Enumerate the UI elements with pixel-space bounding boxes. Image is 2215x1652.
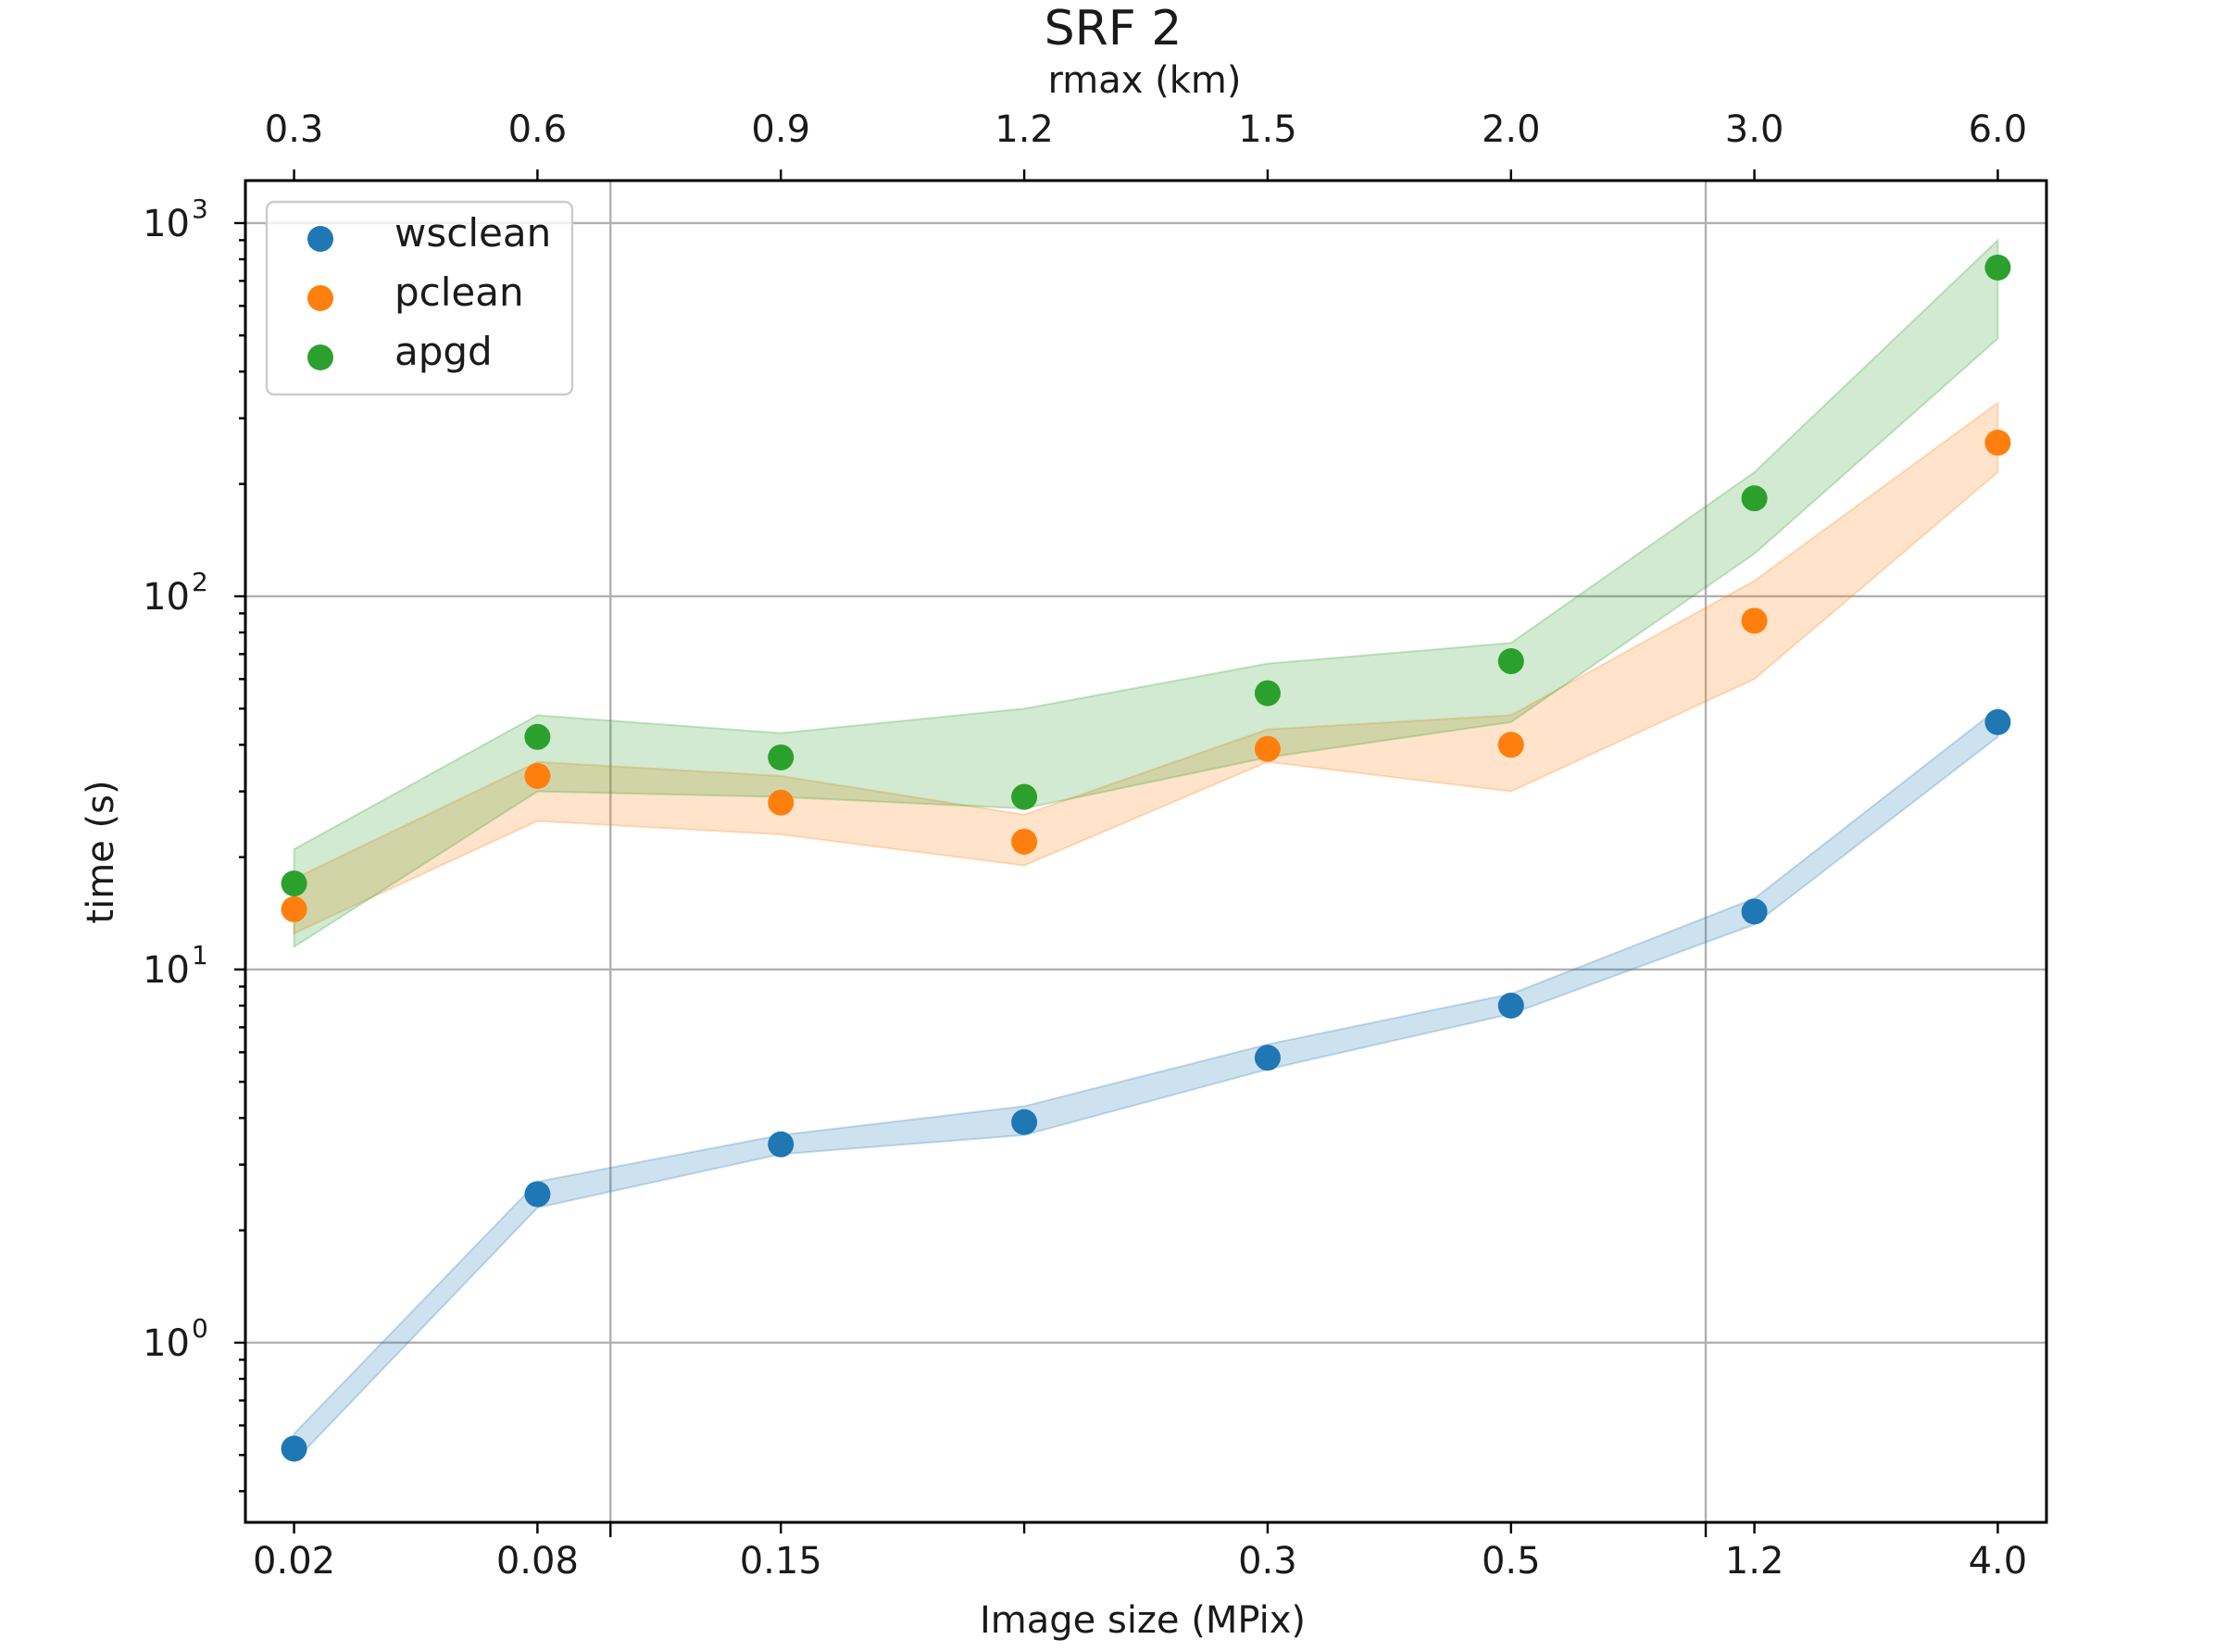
top-x-tick-label: 6.0: [1969, 108, 2028, 151]
top-x-tick-label: 0.3: [265, 108, 324, 151]
point-wsclean: [1011, 1108, 1038, 1135]
point-pclean: [281, 895, 307, 922]
y-tick-label: 10: [143, 576, 190, 619]
legend-marker-apgd: [307, 344, 333, 370]
point-apgd: [1984, 254, 2011, 281]
x-tick-label: 4.0: [1969, 1540, 2028, 1583]
point-wsclean: [768, 1131, 795, 1158]
point-pclean: [1254, 735, 1281, 762]
point-wsclean: [1984, 708, 2011, 735]
x-tick-label: 0.5: [1482, 1540, 1541, 1583]
point-pclean: [1497, 732, 1524, 758]
legend-label-apgd: apgd: [394, 329, 493, 374]
plot-frame: [244, 179, 2048, 1524]
top-x-tick-label: 3.0: [1725, 108, 1784, 151]
legend: wsclean pclean apgd: [265, 200, 574, 396]
top-x-tick-label: 1.5: [1238, 108, 1297, 151]
point-wsclean: [281, 1435, 307, 1462]
top-x-tick-label: 2.0: [1482, 108, 1541, 151]
y-tick-exponent: 0: [192, 1313, 208, 1344]
point-apgd: [281, 870, 307, 897]
y-tick-exponent: 2: [192, 567, 208, 597]
point-pclean: [1984, 430, 2011, 457]
legend-marker-wsclean: [307, 226, 333, 252]
top-x-axis-label: rmax (km): [1048, 59, 1242, 102]
point-apgd: [768, 744, 795, 770]
legend-box: [265, 200, 574, 396]
top-x-tick-label: 1.2: [995, 108, 1054, 151]
point-wsclean: [524, 1181, 551, 1208]
point-pclean: [524, 762, 551, 789]
point-apgd: [1497, 648, 1524, 675]
point-apgd: [1254, 680, 1281, 707]
band-apgd: [293, 238, 1999, 949]
point-pclean: [768, 789, 795, 816]
top-x-tick-label: 0.6: [508, 108, 568, 151]
y-axis-label: time (s): [80, 780, 122, 923]
x-tick-label: 0.15: [740, 1540, 822, 1583]
point-layer: [281, 254, 2011, 1462]
chart-title: SRF 2: [1045, 1, 1183, 56]
point-apgd: [1011, 783, 1038, 810]
point-wsclean: [1741, 898, 1768, 925]
x-tick-label: 0.08: [496, 1540, 579, 1583]
y-tick-exponent: 3: [192, 194, 208, 224]
legend-label-pclean: pclean: [394, 269, 524, 315]
point-wsclean: [1254, 1045, 1281, 1071]
y-tick-label: 10: [143, 949, 190, 992]
x-tick-label: 0.02: [253, 1540, 335, 1583]
y-tick-label: 10: [143, 203, 190, 245]
point-pclean: [1011, 828, 1038, 855]
x-tick-label: 0.3: [1238, 1540, 1297, 1583]
x-tick-label: 1.2: [1725, 1540, 1784, 1583]
top-x-tick-label: 0.9: [751, 108, 810, 151]
band-pclean: [293, 400, 1999, 935]
band-layer: [293, 238, 1999, 1464]
legend-label-wsclean: wsclean: [394, 210, 551, 256]
y-tick-label: 10: [143, 1322, 190, 1365]
band-wsclean: [293, 707, 1999, 1464]
point-pclean: [1741, 607, 1768, 634]
y-tick-exponent: 1: [192, 940, 208, 970]
x-axis-label: Image size (MPix): [980, 1599, 1306, 1642]
legend-marker-pclean: [307, 285, 333, 311]
point-apgd: [524, 723, 551, 750]
point-apgd: [1741, 485, 1768, 512]
point-wsclean: [1497, 992, 1524, 1019]
